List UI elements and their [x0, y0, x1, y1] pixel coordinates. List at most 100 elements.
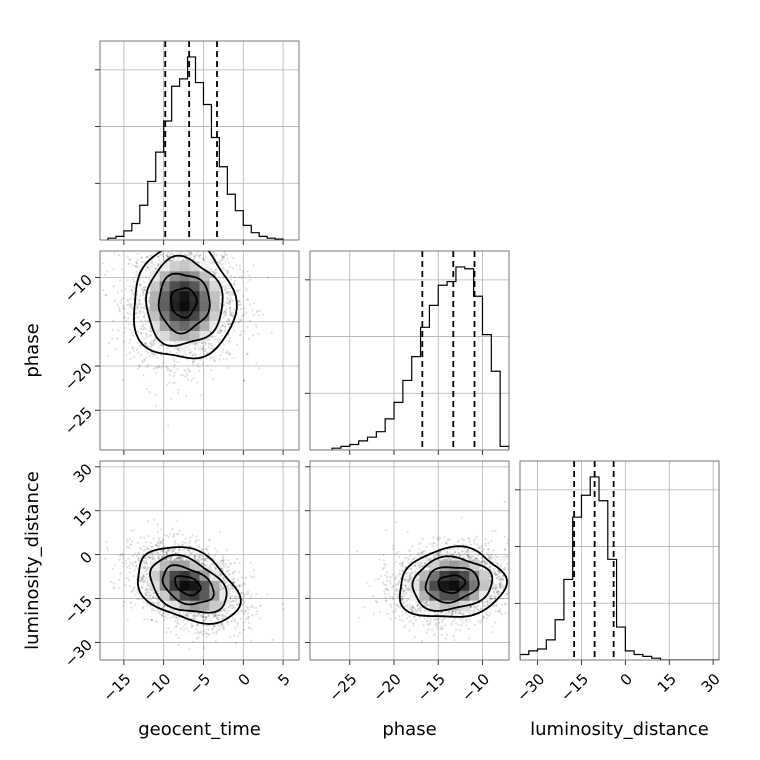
pair-geocent-time-vs-luminosity-distance-point [196, 624, 199, 627]
pair-geocent-time-vs-luminosity-distance-point [229, 604, 232, 607]
pair-geocent-time-vs-phase-point [136, 307, 139, 310]
pair-geocent-time-vs-luminosity-distance-point [201, 555, 204, 558]
pair-geocent-time-vs-phase-point [201, 347, 204, 350]
pair-geocent-time-vs-luminosity-distance-point [166, 553, 169, 556]
pair-geocent-time-vs-luminosity-distance-point [166, 553, 169, 556]
pair-geocent-time-vs-phase-point [160, 353, 163, 357]
pair-geocent-time-vs-phase-point [252, 264, 255, 267]
pair-geocent-time-vs-phase-point [192, 341, 195, 344]
pair-geocent-time-vs-luminosity-distance-point [219, 585, 222, 588]
pair-geocent-time-vs-luminosity-distance-point [198, 557, 202, 560]
pair-geocent-time-vs-luminosity-distance-point [177, 622, 180, 625]
pair-geocent-time-vs-phase-point [199, 358, 202, 361]
pair-geocent-time-vs-luminosity-distance-point [235, 596, 238, 599]
pair-geocent-time-vs-luminosity-distance-point [182, 548, 185, 552]
pair-geocent-time-vs-phase-point [247, 337, 250, 340]
pair-geocent-time-vs-luminosity-distance-point [114, 564, 117, 567]
pair-geocent-time-vs-luminosity-distance-point [130, 606, 133, 609]
pair-geocent-time-vs-luminosity-distance-point [144, 557, 147, 560]
pair-geocent-time-vs-phase-point [242, 313, 245, 316]
pair-geocent-time-vs-phase-point [123, 316, 126, 319]
pair-geocent-time-vs-luminosity-distance-point [118, 578, 121, 582]
pair-geocent-time-vs-luminosity-distance-point [168, 533, 171, 536]
pair-geocent-time-vs-phase-point [229, 314, 232, 317]
pair-geocent-time-vs-phase-point [177, 353, 180, 356]
pair-geocent-time-vs-phase-point [176, 258, 179, 261]
pair-geocent-time-vs-phase-point [166, 346, 169, 349]
pair-geocent-time-vs-phase-point [229, 300, 232, 303]
pair-geocent-time-vs-luminosity-distance-point [200, 548, 204, 551]
pair-geocent-time-vs-luminosity-distance-point [143, 562, 146, 565]
pair-geocent-time-vs-phase-point [168, 381, 171, 384]
pair-geocent-time-vs-luminosity-distance-point [128, 564, 131, 567]
pair-geocent-time-vs-phase-point [192, 255, 196, 259]
pair-geocent-time-vs-phase-point [141, 256, 144, 259]
pair-geocent-time-vs-phase-point [161, 344, 165, 347]
pair-geocent-time-vs-luminosity-distance-point [213, 615, 216, 618]
pair-geocent-time-vs-phase-point [224, 351, 227, 355]
pair-geocent-time-vs-luminosity-distance-point [222, 616, 226, 619]
pair-geocent-time-vs-luminosity-distance-point [187, 549, 190, 552]
pair-geocent-time-vs-phase-point [212, 270, 215, 273]
pair-geocent-time-vs-luminosity-distance-point [175, 557, 178, 560]
pair-geocent-time-vs-phase-point [213, 253, 216, 256]
pair-geocent-time-vs-luminosity-distance-point [215, 616, 218, 620]
pair-geocent-time-vs-luminosity-distance-point [226, 621, 229, 624]
pair-geocent-time-vs-phase-point [219, 281, 222, 284]
pair-geocent-time-vs-luminosity-distance-point [121, 604, 125, 607]
pair-geocent-time-vs-phase-point [147, 351, 150, 355]
pair-geocent-time-vs-luminosity-distance-point [181, 533, 184, 537]
pair-geocent-time-vs-phase-point [233, 283, 236, 286]
pair-geocent-time-vs-phase-density-cell [169, 320, 180, 331]
pair-geocent-time-vs-luminosity-distance-point [179, 555, 182, 559]
pair-geocent-time-vs-phase-density-cell [189, 330, 200, 341]
pair-geocent-time-vs-luminosity-distance-point [251, 576, 254, 579]
pair-geocent-time-vs-phase-point [111, 328, 114, 331]
pair-geocent-time-vs-luminosity-distance-point [145, 541, 148, 544]
pair-geocent-time-vs-phase-point [186, 367, 190, 370]
pair-geocent-time-vs-phase-point [227, 366, 230, 369]
pair-geocent-time-vs-phase-point [176, 361, 179, 364]
pair-geocent-time-vs-luminosity-distance-point [186, 613, 189, 616]
pair-geocent-time-vs-luminosity-distance-point [135, 564, 138, 567]
pair-geocent-time-vs-phase-point [239, 320, 242, 323]
pair-geocent-time-vs-luminosity-distance-point [132, 528, 135, 532]
pair-geocent-time-vs-phase-point [146, 266, 149, 269]
pair-geocent-time-vs-luminosity-distance-point [222, 588, 225, 591]
pair-geocent-time-vs-luminosity-distance-point [206, 566, 210, 569]
pair-geocent-time-vs-luminosity-distance-point [254, 606, 258, 609]
pair-geocent-time-vs-luminosity-distance-point [143, 618, 146, 621]
pair-geocent-time-vs-phase-point [145, 332, 148, 335]
pair-geocent-time-vs-phase-point [258, 309, 262, 312]
pair-geocent-time-vs-luminosity-distance-point [202, 563, 205, 567]
pair-geocent-time-vs-phase-point [235, 343, 238, 346]
pair-geocent-time-vs-phase-point [246, 326, 249, 329]
pair-geocent-time-vs-luminosity-distance-point [146, 591, 149, 594]
pair-geocent-time-vs-phase-point [167, 367, 170, 370]
pair-geocent-time-vs-luminosity-distance-point [156, 523, 159, 526]
pair-geocent-time-vs-luminosity-distance-point [223, 559, 226, 562]
pair-geocent-time-vs-phase-point [256, 309, 259, 312]
pair-geocent-time-vs-phase-point [124, 319, 127, 322]
pair-geocent-time-vs-luminosity-distance-point [150, 545, 153, 548]
pair-geocent-time-vs-luminosity-distance-point [132, 589, 135, 592]
pair-geocent-time-vs-luminosity-distance-point [130, 540, 134, 543]
pair-geocent-time-vs-phase-point [202, 352, 206, 356]
pair-geocent-time-vs-phase-point [114, 348, 117, 351]
pair-geocent-time-vs-luminosity-distance-point [156, 541, 159, 544]
pair-geocent-time-vs-luminosity-distance-point [159, 541, 162, 544]
pair-geocent-time-vs-phase-point [212, 359, 216, 362]
pair-geocent-time-vs-luminosity-distance-point [207, 633, 210, 636]
pair-geocent-time-vs-luminosity-distance-point [183, 552, 186, 555]
pair-geocent-time-vs-phase-point [219, 298, 223, 301]
pair-geocent-time-vs-phase-point [176, 368, 179, 371]
pair-geocent-time-vs-phase-point [146, 345, 150, 348]
pair-geocent-time-vs-phase-point [256, 310, 259, 313]
pair-geocent-time-vs-luminosity-distance-point [201, 562, 204, 566]
pair-geocent-time-vs-luminosity-distance-point [160, 528, 163, 531]
pair-geocent-time-vs-phase-point [144, 342, 147, 345]
pair-geocent-time-vs-phase-point [166, 253, 169, 256]
pair-geocent-time-vs-phase-point [240, 330, 243, 333]
pair-geocent-time-vs-luminosity-distance-point [211, 612, 214, 616]
pair-geocent-time-vs-phase-point [215, 271, 218, 274]
